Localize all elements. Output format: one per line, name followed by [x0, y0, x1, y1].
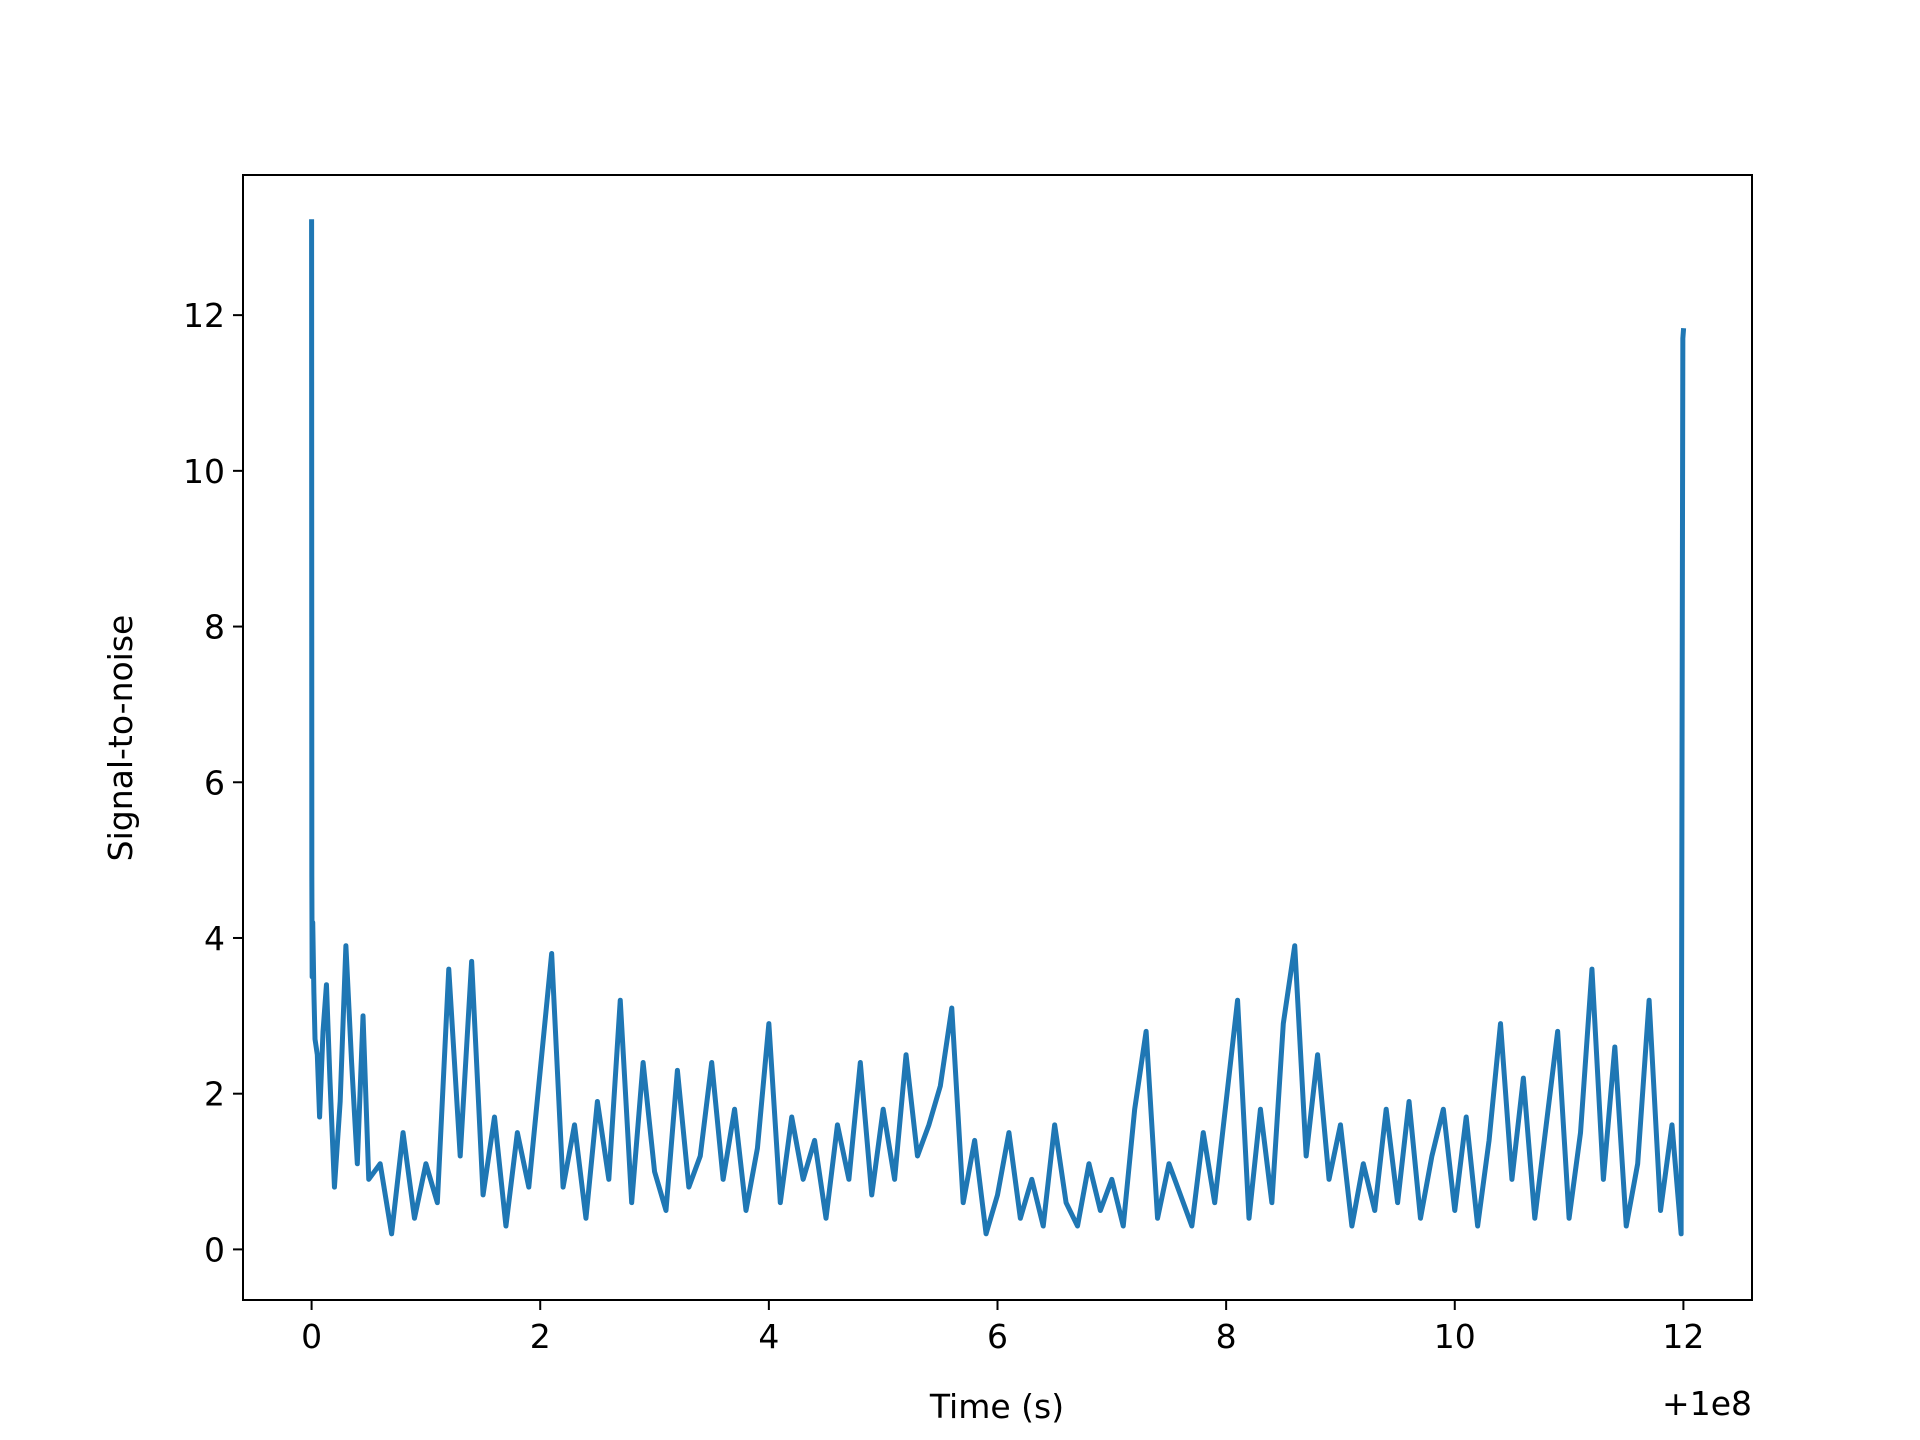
y-tick-label: 2 — [204, 1075, 225, 1114]
x-tick-label: 12 — [1662, 1317, 1704, 1356]
x-axis-label: Time (s) — [929, 1387, 1064, 1426]
y-tick-label: 10 — [183, 452, 225, 491]
y-tick-label: 8 — [204, 608, 225, 647]
x-tick-label: 8 — [1216, 1317, 1237, 1356]
x-tick-label: 0 — [301, 1317, 322, 1356]
y-tick-label: 0 — [204, 1230, 225, 1269]
y-axis-label: Signal-to-noise — [101, 615, 140, 862]
y-tick-label: 6 — [204, 763, 225, 802]
plot-series — [309, 219, 1687, 1237]
x-axis-offset-label: +1e8 — [1662, 1384, 1752, 1423]
x-axis-ticks: 0 2 4 6 8 10 12 — [301, 1300, 1704, 1356]
x-tick-label: 4 — [758, 1317, 779, 1356]
y-tick-label: 12 — [183, 296, 225, 335]
y-tick-label: 4 — [204, 919, 225, 958]
snr-series-line — [309, 219, 1687, 1237]
x-tick-label: 6 — [987, 1317, 1008, 1356]
x-tick-label: 2 — [530, 1317, 551, 1356]
x-tick-label: 10 — [1434, 1317, 1476, 1356]
y-axis-ticks: 0 2 4 6 8 10 12 — [183, 296, 243, 1269]
